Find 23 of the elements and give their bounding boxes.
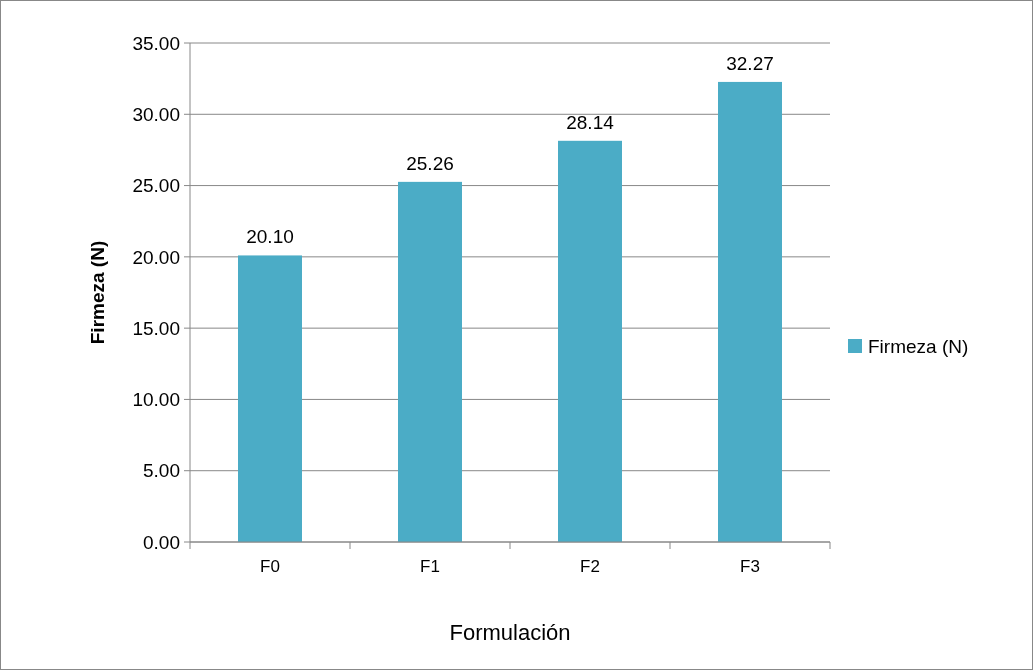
x-tick-label: F3	[740, 557, 760, 576]
bar	[238, 255, 302, 542]
y-tick-label: 10.00	[132, 389, 180, 411]
bar	[398, 181, 462, 542]
y-axis-title: Firmeza (N)	[87, 240, 108, 345]
y-tick-label: 15.00	[132, 317, 180, 339]
data-label: 25.26	[406, 152, 454, 174]
y-tick-label: 0.00	[143, 531, 180, 553]
y-tick-label: 25.00	[132, 175, 180, 197]
legend-label: Firmeza (N)	[868, 335, 969, 357]
bar	[718, 81, 782, 542]
x-tick-label: F0	[260, 557, 280, 576]
x-tick-label: F1	[420, 557, 440, 576]
y-tick-label: 5.00	[143, 460, 180, 482]
x-tick-label: F2	[580, 557, 600, 576]
data-label: 28.14	[566, 111, 615, 133]
data-label: 32.27	[726, 52, 774, 74]
data-label: 20.10	[246, 226, 294, 248]
y-tick-label: 35.00	[132, 32, 180, 54]
x-axis-title: Formulación	[449, 620, 571, 645]
y-tick-label: 30.00	[132, 103, 180, 125]
bar	[558, 140, 622, 542]
y-tick-label: 20.00	[132, 246, 180, 268]
